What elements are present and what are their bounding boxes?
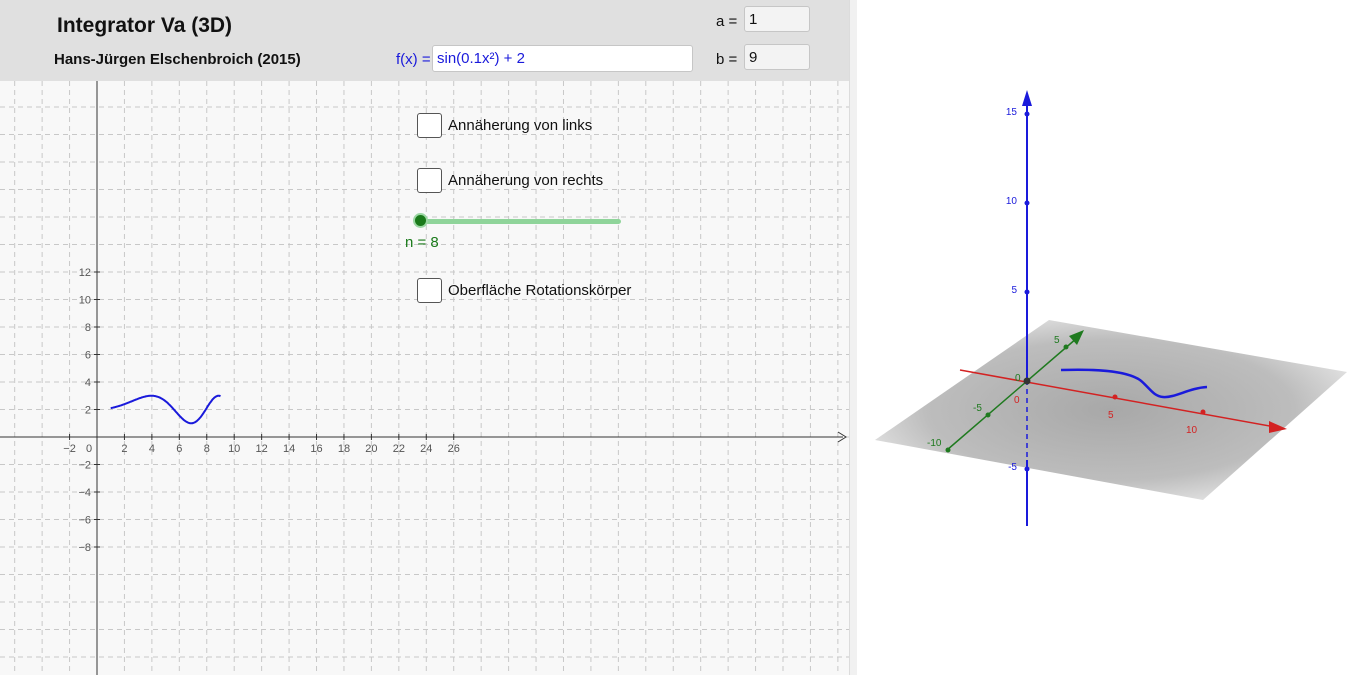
x-tick-label: 10: [228, 443, 240, 455]
xy-plane: [875, 320, 1347, 500]
x-label-5: 5: [1108, 410, 1114, 421]
z-label-15: 15: [1006, 107, 1018, 118]
y-label-minus5: -5: [973, 403, 982, 414]
y-label-5: 5: [1054, 335, 1060, 346]
checkbox-surface-rotation-box[interactable]: [417, 278, 442, 303]
x-tick-10: [1200, 409, 1206, 415]
a-label: a =: [716, 13, 738, 30]
z-label-minus5: -5: [1008, 462, 1017, 473]
x-origin-label: 0: [1014, 395, 1020, 406]
header-panel: Integrator Va (3D) Hans-Jürgen Elschenbr…: [0, 0, 849, 81]
checkbox-surface-rotation-label[interactable]: Oberfläche Rotationskörper: [448, 282, 632, 299]
x-tick-label: 14: [283, 443, 295, 455]
graphics-view-2d[interactable]: −2 0 2 4 6 8 10 12 14 16 18 20 22 24 26 12 10 8 6 4 2 −2 −4 −6−…: [0, 0, 849, 675]
x-tick-label: 8: [204, 443, 210, 455]
z-axis-arrow: [1022, 90, 1032, 106]
scene-3d[interactable]: 15 10 5 -5 5 10 0 5 -5 -10 0: [857, 0, 1366, 675]
y-tick-label: −6: [78, 515, 91, 527]
x-tick-label: 0: [86, 443, 92, 455]
page-title: Integrator Va (3D): [57, 14, 233, 37]
b-label: b =: [716, 51, 738, 68]
coordinate-grid-2d[interactable]: −2 0 2 4 6 8 10 12 14 16 18 20 22 24 2612108642−2−4−6−…: [0, 0, 849, 675]
y-tick-label: 4: [85, 377, 91, 389]
y-axis[interactable]: [946, 337, 1078, 451]
n-slider-track[interactable]: [421, 219, 621, 224]
function-curve[interactable]: [110, 394, 221, 425]
y-tick-label: 2: [85, 405, 91, 417]
y-tick-5: [1063, 344, 1069, 350]
x-tick-label: 2: [121, 443, 127, 455]
z-label-5: 5: [1011, 285, 1017, 296]
x-tick-label: 24: [420, 443, 432, 455]
x-tick-label: 18: [338, 443, 350, 455]
y-tick-label: 8: [85, 322, 91, 334]
z-label-10: 10: [1006, 196, 1018, 207]
a-input[interactable]: [744, 6, 810, 32]
x-tick-label: 22: [393, 443, 405, 455]
graphics-view-3d[interactable]: 15 10 5 -5 5 10 0 5 -5 -10 0: [857, 0, 1366, 675]
n-slider-knob[interactable]: [413, 213, 428, 228]
z-tick-5: [1024, 289, 1030, 295]
n-slider[interactable]: [413, 212, 625, 234]
x-tick-label: 16: [310, 443, 322, 455]
y-axis-arrow: [1069, 330, 1084, 345]
y-tick-label: 6: [85, 350, 91, 362]
function-label: f(x) =: [396, 51, 431, 68]
checkbox-surface-rotation[interactable]: Oberfläche Rotationskörper: [417, 278, 631, 303]
y-tick-label: 12: [79, 267, 91, 279]
y-tick-label: −8: [78, 542, 91, 554]
x-axis-arrow: [1269, 421, 1287, 433]
checkbox-approx-left[interactable]: Annäherung von links: [417, 113, 592, 138]
y-tick-minus5: [985, 412, 991, 418]
y-tick-label: 10: [79, 295, 91, 307]
x-axis-arrow-2d: [837, 431, 847, 443]
z-tick-15: [1024, 111, 1030, 117]
z-tick-minus5: [1024, 466, 1030, 472]
curve-3d[interactable]: [1060, 368, 1208, 399]
z-tick-10: [1024, 200, 1030, 206]
x-axis[interactable]: [959, 369, 1276, 428]
y-tick-label: −4: [78, 487, 91, 499]
y-label-minus10: -10: [927, 438, 942, 449]
checkbox-approx-right-label[interactable]: Annäherung von rechts: [448, 172, 604, 189]
x-tick-label: −2: [63, 443, 76, 455]
function-input[interactable]: [432, 45, 693, 72]
checkbox-approx-right-box[interactable]: [417, 168, 442, 193]
x-tick-label: 6: [176, 443, 182, 455]
x-tick-label: 12: [256, 443, 268, 455]
checkbox-approx-left-label[interactable]: Annäherung von links: [448, 117, 593, 134]
checkbox-approx-right[interactable]: Annäherung von rechts: [417, 168, 603, 193]
n-slider-value: n = 8: [405, 234, 439, 251]
x-tick-label: 4: [149, 443, 155, 455]
x-tick-label: 20: [365, 443, 377, 455]
y-tick-minus10: [945, 447, 951, 453]
author-label: Hans-Jürgen Elschenbroich (2015): [54, 51, 301, 68]
origin-point[interactable]: [1023, 377, 1031, 385]
view-divider[interactable]: [849, 0, 857, 675]
b-input[interactable]: [744, 44, 810, 70]
x-label-10: 10: [1186, 425, 1198, 436]
checkbox-approx-left-box[interactable]: [417, 113, 442, 138]
y-origin-label: 0: [1015, 373, 1021, 384]
x-tick-5: [1112, 394, 1118, 400]
x-tick-label: 26: [448, 443, 460, 455]
y-tick-label: −2: [78, 460, 91, 472]
